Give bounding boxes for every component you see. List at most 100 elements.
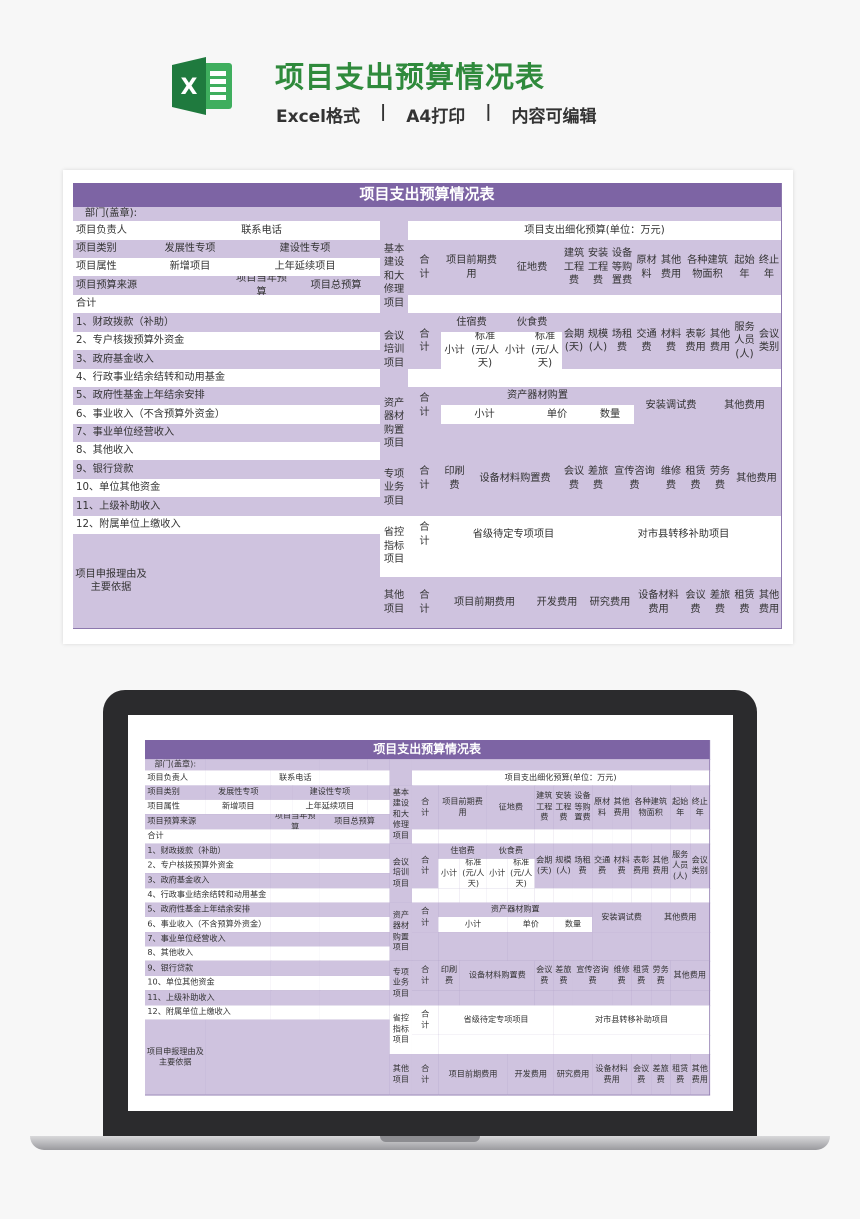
total-budget-cell[interactable] <box>319 990 391 1007</box>
data-cell[interactable] <box>631 990 652 1007</box>
empty-cell[interactable] <box>389 759 413 787</box>
data-cell[interactable] <box>610 295 635 314</box>
data-cell[interactable] <box>612 990 632 1007</box>
data-cell[interactable] <box>670 990 711 1007</box>
total-budget-cell[interactable] <box>319 873 391 890</box>
data-cell[interactable] <box>411 888 440 904</box>
data-cell[interactable] <box>438 932 509 962</box>
cur-budget-cell[interactable] <box>231 295 293 314</box>
data-cell[interactable] <box>411 1034 440 1055</box>
data-cell[interactable] <box>441 497 469 517</box>
data-cell[interactable] <box>690 888 711 904</box>
data-cell[interactable] <box>610 497 660 517</box>
data-cell[interactable] <box>610 369 635 388</box>
total-budget-cell[interactable] <box>319 975 391 992</box>
total-budget-cell[interactable] <box>319 858 391 874</box>
empty-cell[interactable] <box>292 207 353 222</box>
data-cell[interactable] <box>612 888 632 904</box>
total-budget-cell[interactable] <box>319 960 391 977</box>
data-cell[interactable] <box>683 295 733 314</box>
total-budget-cell[interactable] <box>292 460 381 480</box>
attr-cont-check[interactable] <box>352 258 381 277</box>
total-budget-cell[interactable] <box>292 350 381 370</box>
data-cell[interactable] <box>553 1034 711 1055</box>
data-cell[interactable] <box>408 553 442 578</box>
cur-budget-cell[interactable] <box>270 960 321 977</box>
data-cell[interactable] <box>553 932 593 962</box>
data-cell[interactable] <box>683 497 709 517</box>
cur-budget-cell[interactable] <box>231 369 293 388</box>
attr-new-check[interactable] <box>231 258 259 277</box>
data-cell[interactable] <box>411 932 440 962</box>
data-cell[interactable] <box>553 990 574 1007</box>
leader-field[interactable] <box>205 770 272 787</box>
data-cell[interactable] <box>659 497 684 517</box>
data-cell[interactable] <box>438 990 461 1007</box>
data-cell[interactable] <box>441 369 469 388</box>
total-budget-cell[interactable] <box>292 497 381 517</box>
data-cell[interactable] <box>631 829 672 845</box>
total-budget-cell[interactable] <box>319 946 391 962</box>
data-cell[interactable] <box>528 369 563 388</box>
total-budget-cell[interactable] <box>292 295 381 314</box>
total-budget-cell[interactable] <box>292 516 381 535</box>
dept-field[interactable] <box>149 207 293 222</box>
data-cell[interactable] <box>670 829 691 845</box>
cur-budget-cell[interactable] <box>231 405 293 425</box>
data-cell[interactable] <box>438 1034 555 1055</box>
cur-budget-cell[interactable] <box>270 932 321 948</box>
total-budget-cell[interactable] <box>292 442 381 461</box>
cur-budget-cell[interactable] <box>231 497 293 517</box>
data-cell[interactable] <box>408 424 442 461</box>
cur-budget-cell[interactable] <box>231 442 293 461</box>
data-cell[interactable] <box>408 295 442 314</box>
data-cell[interactable] <box>562 295 587 314</box>
data-cell[interactable] <box>651 932 711 962</box>
cur-budget-cell[interactable] <box>270 975 321 992</box>
cur-budget-cell[interactable] <box>231 460 293 480</box>
data-cell[interactable] <box>459 888 488 904</box>
total-budget-cell[interactable] <box>292 369 381 388</box>
empty-cell[interactable] <box>367 759 391 772</box>
data-cell[interactable] <box>553 829 574 845</box>
data-cell[interactable] <box>507 932 555 962</box>
data-cell[interactable] <box>634 369 660 388</box>
data-cell[interactable] <box>534 888 555 904</box>
data-cell[interactable] <box>441 424 529 461</box>
data-cell[interactable] <box>708 424 782 461</box>
data-cell[interactable] <box>534 829 555 845</box>
data-cell[interactable] <box>592 888 613 904</box>
cur-budget-cell[interactable] <box>270 858 321 874</box>
data-cell[interactable] <box>586 424 635 461</box>
data-cell[interactable] <box>586 553 782 578</box>
cur-budget-cell[interactable] <box>231 516 293 535</box>
data-cell[interactable] <box>670 888 691 904</box>
data-cell[interactable] <box>408 369 442 388</box>
data-cell[interactable] <box>651 888 672 904</box>
phone-field[interactable] <box>319 770 391 787</box>
empty-cell[interactable] <box>319 759 369 772</box>
type-dev-check[interactable] <box>270 785 294 801</box>
data-cell[interactable] <box>708 369 733 388</box>
cur-budget-cell[interactable] <box>231 313 293 333</box>
cur-budget-cell[interactable] <box>270 946 321 962</box>
data-cell[interactable] <box>586 497 611 517</box>
cur-budget-cell[interactable] <box>270 843 321 860</box>
data-cell[interactable] <box>592 932 652 962</box>
data-cell[interactable] <box>468 497 563 517</box>
data-cell[interactable] <box>592 829 613 845</box>
total-budget-cell[interactable] <box>319 916 391 933</box>
data-cell[interactable] <box>631 888 652 904</box>
data-cell[interactable] <box>634 295 660 314</box>
data-cell[interactable] <box>708 497 733 517</box>
data-cell[interactable] <box>486 829 536 845</box>
data-cell[interactable] <box>634 424 709 461</box>
data-cell[interactable] <box>572 829 593 845</box>
total-budget-cell[interactable] <box>319 902 391 918</box>
cur-budget-cell[interactable] <box>231 387 293 406</box>
data-cell[interactable] <box>562 497 587 517</box>
data-cell[interactable] <box>438 888 461 904</box>
attr-cont-check[interactable] <box>367 799 391 815</box>
data-cell[interactable] <box>553 888 574 904</box>
data-cell[interactable] <box>528 424 587 461</box>
